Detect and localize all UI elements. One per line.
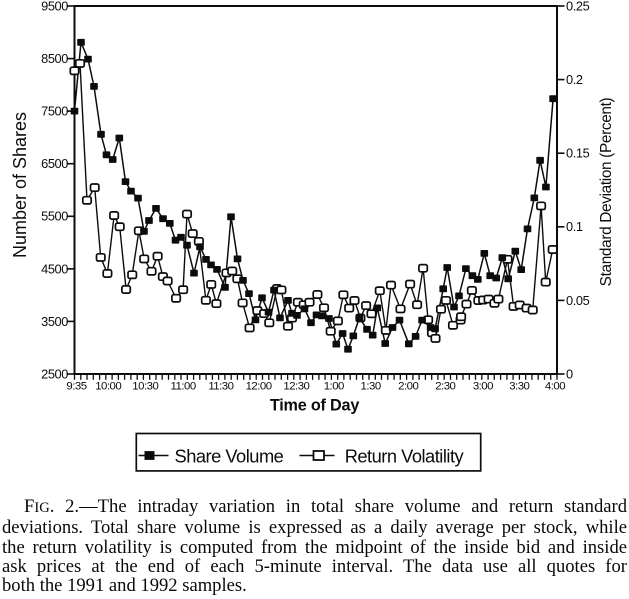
svg-text:6500: 6500 xyxy=(41,156,68,171)
svg-text:1:30: 1:30 xyxy=(361,381,381,393)
svg-text:0: 0 xyxy=(566,366,573,381)
svg-text:9:35: 9:35 xyxy=(66,381,86,393)
svg-text:3:30: 3:30 xyxy=(509,381,529,393)
svg-text:11:30: 11:30 xyxy=(208,381,233,393)
svg-text:1:00: 1:00 xyxy=(324,381,344,393)
svg-text:4500: 4500 xyxy=(41,261,68,276)
svg-text:12:00: 12:00 xyxy=(246,381,272,393)
svg-text:0.25: 0.25 xyxy=(566,0,590,13)
svg-text:2:00: 2:00 xyxy=(398,381,418,393)
svg-text:11:00: 11:00 xyxy=(171,381,196,393)
svg-text:2500: 2500 xyxy=(41,366,68,381)
svg-text:0.15: 0.15 xyxy=(566,146,590,161)
svg-text:0.05: 0.05 xyxy=(566,293,590,308)
svg-text:Return Volatility: Return Volatility xyxy=(345,446,465,467)
svg-text:10:00: 10:00 xyxy=(95,381,121,393)
svg-text:7500: 7500 xyxy=(41,104,68,119)
svg-text:2:30: 2:30 xyxy=(435,381,455,393)
svg-text:Number of Shares: Number of Shares xyxy=(10,112,30,258)
svg-text:0.2: 0.2 xyxy=(566,72,583,87)
svg-text:3:00: 3:00 xyxy=(473,381,493,393)
svg-text:0.1: 0.1 xyxy=(566,219,583,234)
svg-text:12:30: 12:30 xyxy=(283,381,309,393)
svg-text:Standard Deviation (Percent): Standard Deviation (Percent) xyxy=(598,97,615,286)
svg-text:Time of Day: Time of Day xyxy=(270,397,359,415)
svg-text:Share Volume: Share Volume xyxy=(175,446,284,467)
svg-text:8500: 8500 xyxy=(41,51,68,66)
svg-text:4:00: 4:00 xyxy=(545,381,565,393)
svg-text:9500: 9500 xyxy=(41,0,68,13)
svg-text:3500: 3500 xyxy=(41,314,68,329)
svg-text:5500: 5500 xyxy=(41,209,68,224)
svg-text:10:30: 10:30 xyxy=(132,381,158,393)
